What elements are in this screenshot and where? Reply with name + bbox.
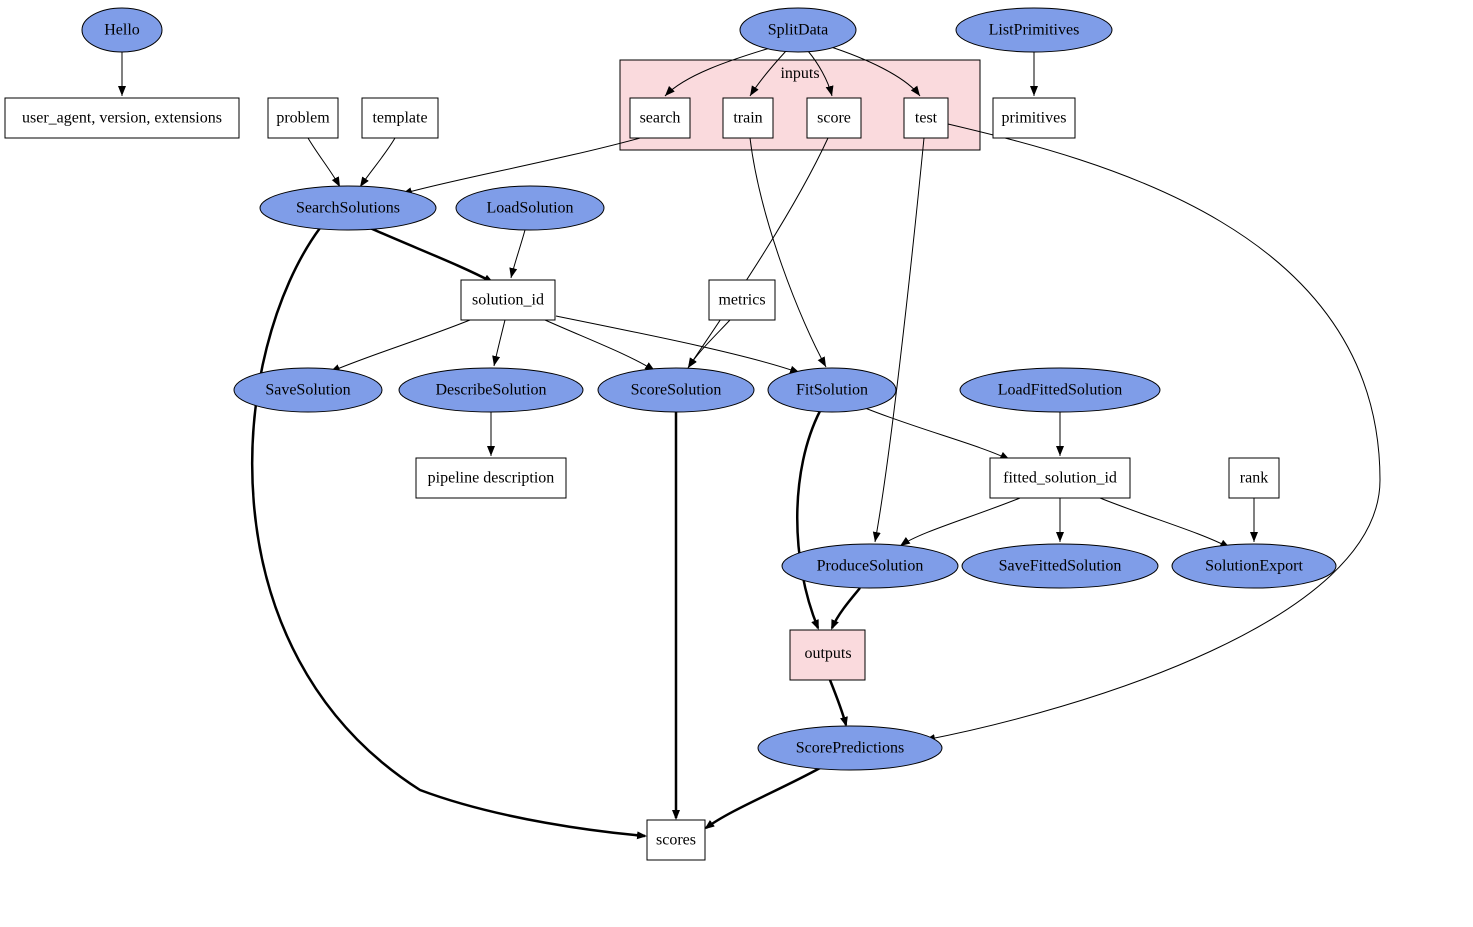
node-label-fitted_id: fitted_solution_id [1003, 470, 1117, 487]
node-label-train: train [733, 110, 762, 127]
edge-searchsol-scores [252, 228, 645, 836]
edge-search-searchsol [402, 138, 640, 194]
edge-problem-searchsol [308, 138, 340, 187]
node-label-template: template [372, 110, 427, 127]
node-label-solution_id: solution_id [472, 292, 544, 309]
edge-searchsol-solution_id [370, 228, 492, 282]
edge-fitsol-outputs [797, 411, 820, 628]
flow-graph: inputs outputs Hello SplitData ListPrimitive… [0, 0, 1473, 927]
edge-train-fitsol [750, 138, 826, 367]
edge-scorepred-scores [706, 768, 820, 828]
edge-solution_id-scoresol [545, 320, 655, 371]
node-label-primitives: primitives [1002, 110, 1067, 127]
edge-solution_id-fitsol [556, 316, 800, 373]
edge-template-searchsol [360, 138, 395, 187]
node-label-test: test [915, 110, 938, 127]
node-label-searchsol: SearchSolutions [296, 200, 400, 217]
node-label-loadsol: LoadSolution [486, 200, 573, 217]
cluster-label-inputs: inputs [780, 65, 819, 82]
edge-fitsol-fitted_id [865, 408, 1010, 460]
node-label-pipedesc: pipeline description [428, 470, 555, 487]
edge-score-scoresol [688, 138, 828, 368]
node-label-listprim: ListPrimitives [989, 22, 1080, 39]
node-label-savesol: SaveSolution [265, 382, 350, 399]
edge-fitted_id-solexport [1100, 498, 1230, 548]
node-label-fitsol: FitSolution [796, 382, 868, 399]
node-label-rank: rank [1240, 470, 1268, 487]
node-label-loadfitsol: LoadFittedSolution [998, 382, 1122, 399]
node-label-hello: Hello [104, 22, 140, 39]
node-label-scores: scores [656, 832, 696, 849]
edge-outputs-scorepred [830, 680, 846, 725]
edge-solution_id-describesol [494, 320, 505, 366]
edge-loadsol-solution_id [511, 230, 525, 278]
node-label-search: search [640, 110, 681, 127]
node-label-producesol: ProduceSolution [817, 558, 924, 575]
node-label-uav: user_agent, version, extensions [22, 110, 222, 127]
edge-test-scorepred [925, 124, 1380, 740]
node-label-metrics: metrics [718, 292, 765, 309]
edge-metrics-scoresol [688, 320, 730, 368]
node-label-solexport: SolutionExport [1205, 558, 1303, 575]
node-label-savefitsol: SaveFittedSolution [999, 558, 1122, 575]
cluster-label-outputs: outputs [804, 645, 851, 662]
edge-solution_id-savesol [330, 320, 470, 372]
edge-fitted_id-producesol [900, 498, 1020, 546]
node-label-problem: problem [276, 110, 330, 127]
node-label-scoresol: ScoreSolution [631, 382, 722, 399]
node-label-scorepred: ScorePredictions [796, 740, 904, 757]
node-label-splitdata: SplitData [768, 22, 828, 39]
edge-producesol-outputs [832, 588, 860, 628]
node-label-score: score [817, 110, 851, 127]
edge-test-producesol [875, 138, 924, 542]
node-label-describesol: DescribeSolution [435, 382, 546, 399]
